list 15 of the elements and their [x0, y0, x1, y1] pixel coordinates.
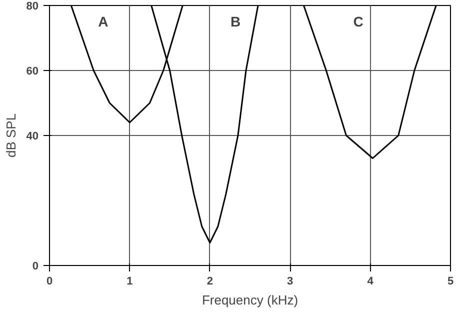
annotation: A: [98, 14, 108, 30]
x-tick-label: 3: [287, 276, 294, 288]
x-tick-label: 0: [46, 276, 53, 288]
annotation: C: [353, 14, 364, 30]
x-tick-label: 2: [206, 276, 213, 288]
y-tick-label: 60: [26, 66, 39, 78]
y-tick-label: 40: [26, 130, 39, 142]
x-axis-title: Frequency (kHz): [202, 292, 298, 308]
y-axis-title: dB SPL: [3, 113, 18, 158]
x-tick-label: 5: [447, 276, 454, 288]
y-tick-label: 0: [32, 260, 39, 272]
annotation: B: [230, 14, 241, 30]
y-tick-label: 80: [26, 0, 39, 12]
x-tick-label: 4: [367, 276, 374, 288]
x-tick-label: 1: [126, 276, 133, 288]
